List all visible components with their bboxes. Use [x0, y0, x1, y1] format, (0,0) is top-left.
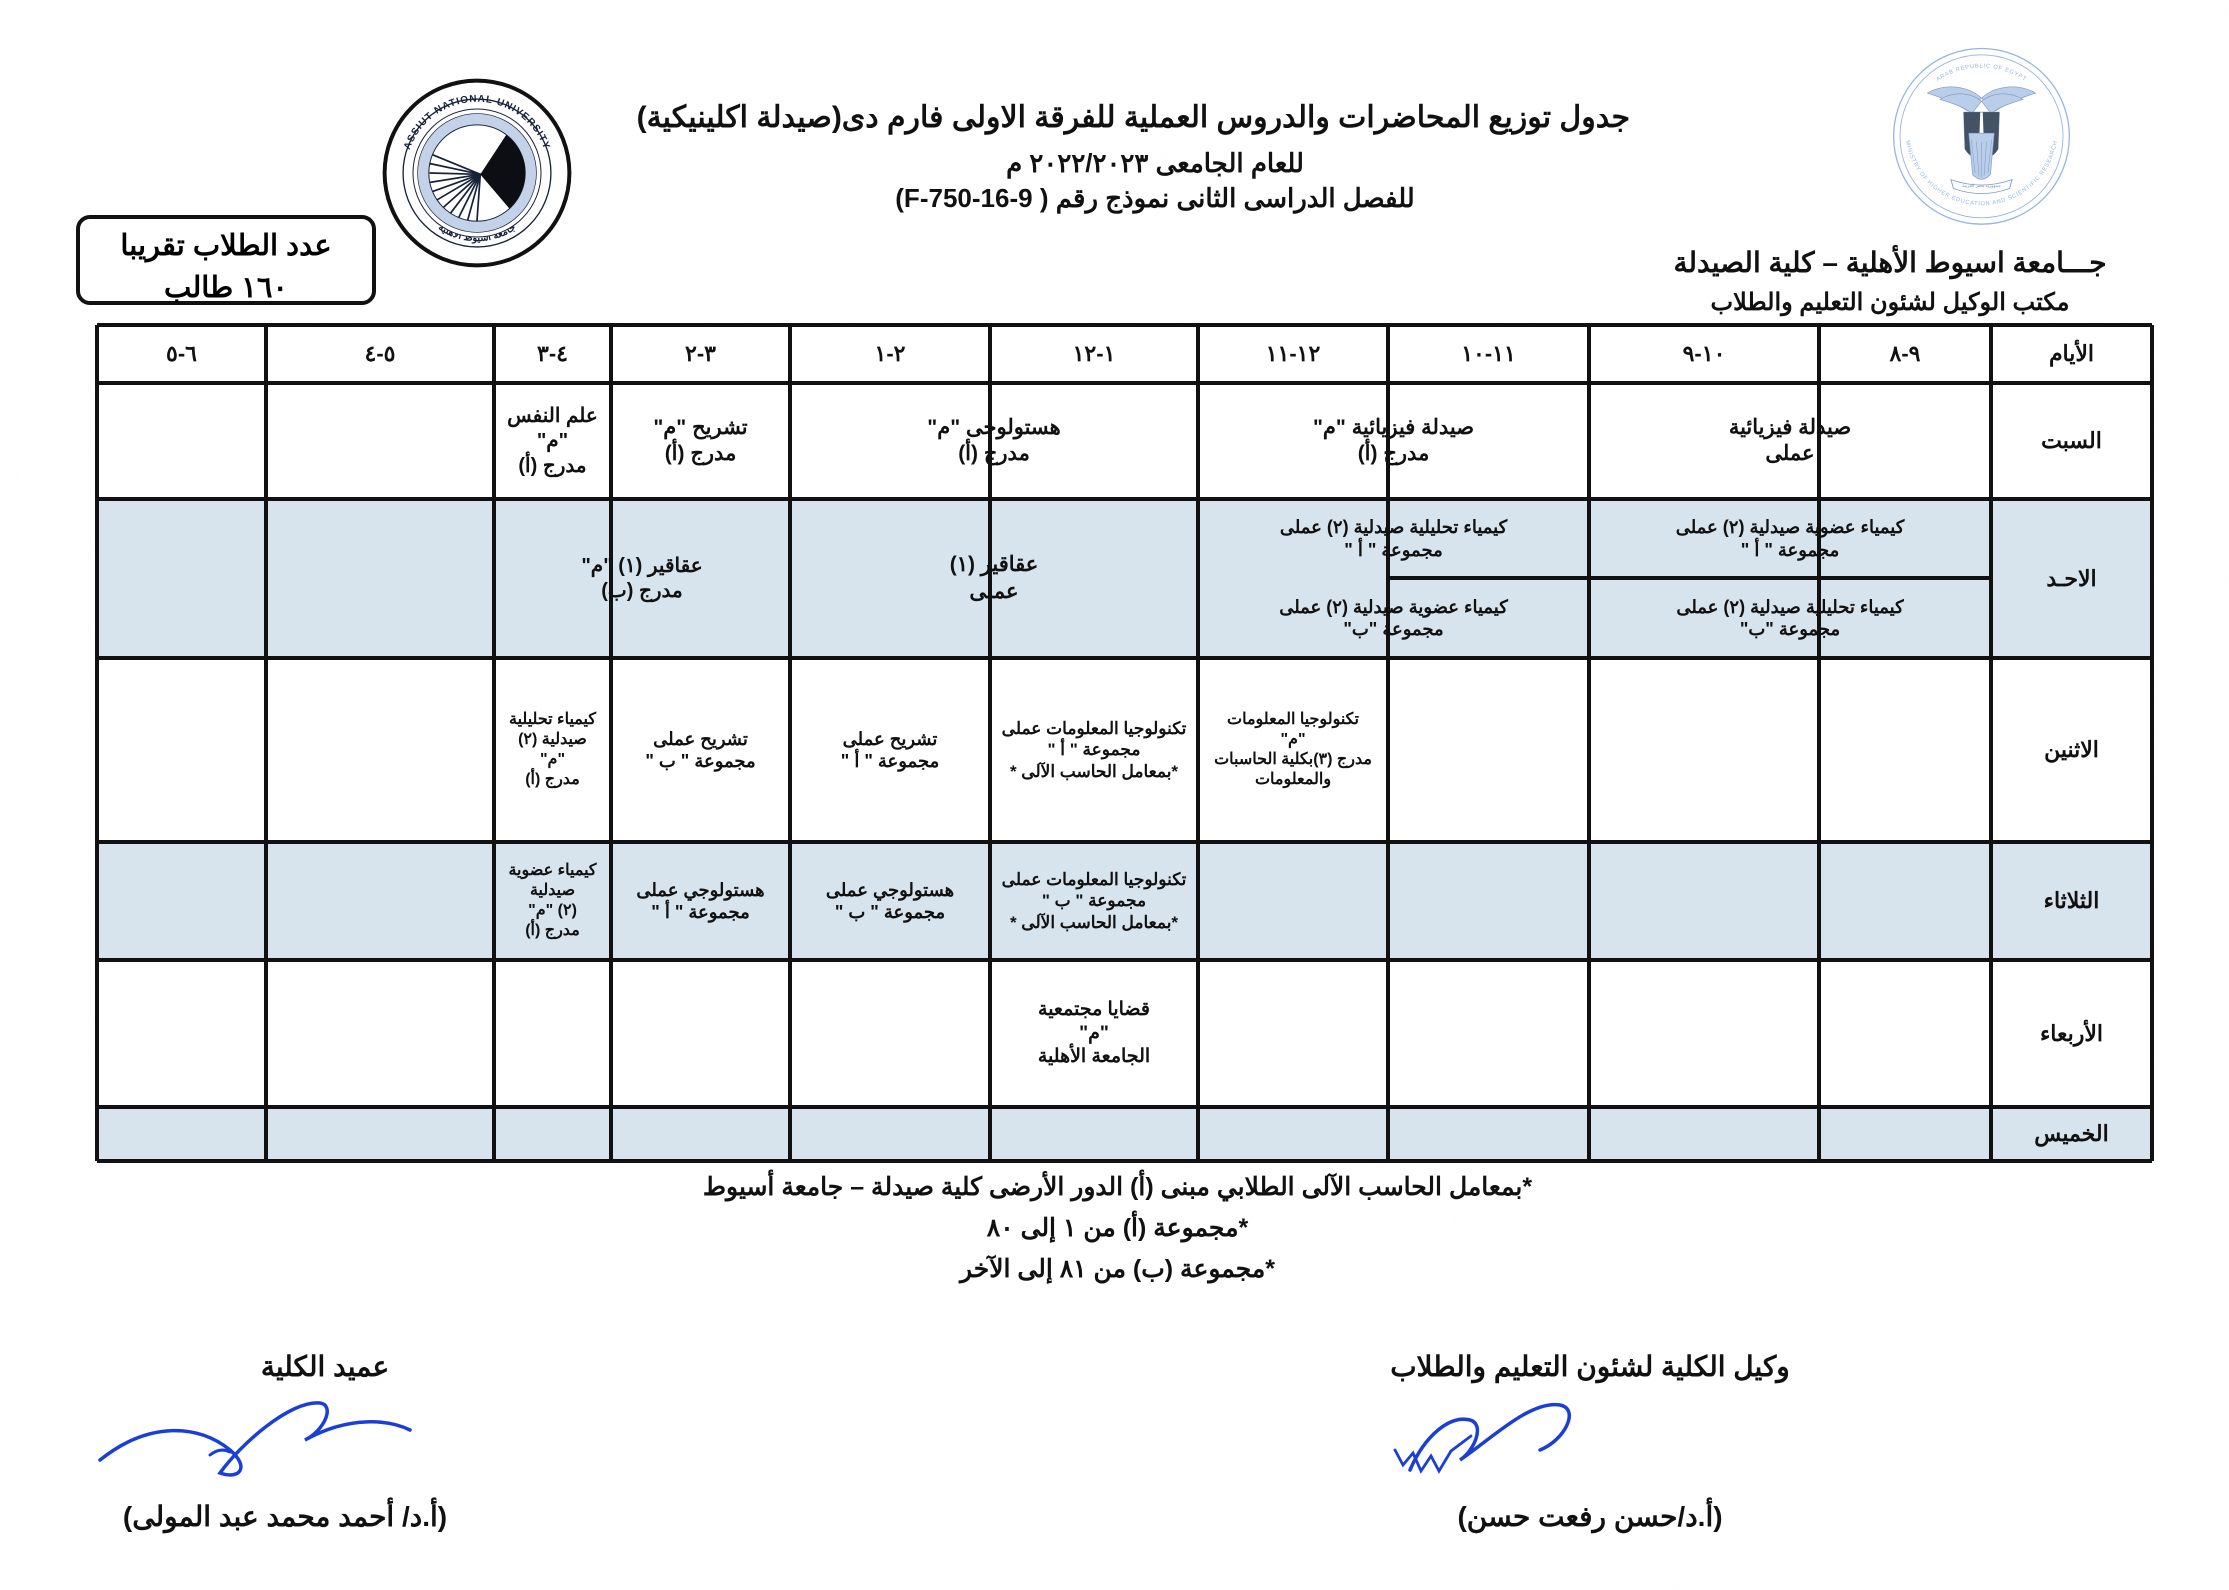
svg-text:جمهورية مصر العربية: جمهورية مصر العربية: [1962, 183, 2001, 188]
svg-text:ARAB REPUBLIC OF EGYPT: ARAB REPUBLIC OF EGYPT: [1935, 63, 2027, 82]
